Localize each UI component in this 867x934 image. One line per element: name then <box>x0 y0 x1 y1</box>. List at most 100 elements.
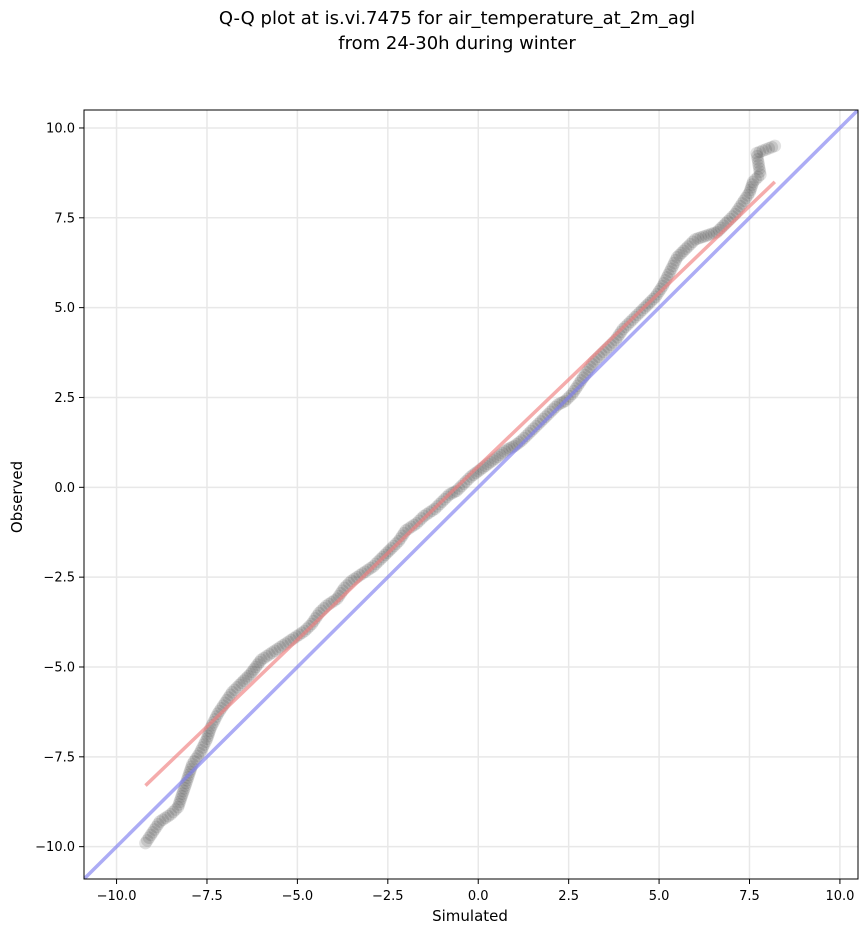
quantile-point <box>407 518 421 532</box>
quantile-point <box>751 170 765 184</box>
quantile-point <box>196 741 209 754</box>
quantile-point <box>307 614 320 628</box>
quantile-point <box>737 194 751 208</box>
quantile-point <box>612 328 626 341</box>
y-tick-label: 7.5 <box>54 211 75 226</box>
quantile-point <box>257 651 271 665</box>
quantile-point <box>245 665 259 679</box>
quantile-point <box>235 676 248 690</box>
quantile-point <box>251 658 264 671</box>
y-tick-label: 0.0 <box>54 481 75 496</box>
y-tick-label: 10.0 <box>46 121 75 136</box>
quantile-point <box>759 143 773 156</box>
quantile-point <box>551 398 565 411</box>
quantile-point <box>663 265 677 279</box>
quantile-point <box>175 790 188 803</box>
quantile-point <box>753 165 767 178</box>
quantile-point <box>159 811 172 825</box>
quantile-point <box>541 407 555 421</box>
y-tick-label: −10.0 <box>35 840 75 855</box>
chart-title: Q-Q plot at is.vi.7475 for air_temperatu… <box>219 8 695 29</box>
quantile-point <box>753 145 767 159</box>
quantile-point <box>464 470 478 483</box>
quantile-point <box>140 834 154 847</box>
quantile-point <box>174 792 188 806</box>
quantile-point <box>467 468 480 482</box>
quantile-point <box>146 825 160 839</box>
quantile-point <box>571 379 584 393</box>
y-axis-label: Observed <box>8 461 26 533</box>
quantile-point <box>164 808 178 821</box>
quantile-point <box>665 262 678 276</box>
x-tick-label: 5.0 <box>649 889 670 904</box>
quantile-point <box>691 232 705 245</box>
quantile-point <box>273 640 287 654</box>
x-tick-label: 10.0 <box>825 889 854 904</box>
quantile-point <box>144 828 158 842</box>
quantile-point <box>265 646 279 659</box>
quantile-point <box>675 246 688 260</box>
x-tick-label: 2.5 <box>558 889 579 904</box>
quantile-point <box>679 242 693 256</box>
grid-lines <box>84 110 858 879</box>
quantile-point <box>459 475 473 488</box>
quantile-point <box>750 149 764 163</box>
quantile-point <box>171 800 185 814</box>
quantile-point <box>452 482 466 495</box>
y-axis: −10.0 −7.5 −5.0 −2.5 0.0 2.5 5.0 7.5 10.0 <box>35 121 84 855</box>
quantile-point <box>142 831 156 844</box>
quantile-point <box>656 279 669 293</box>
quantile-point <box>263 648 276 661</box>
quantile-point <box>667 256 681 270</box>
quantile-point <box>745 180 758 194</box>
quantile-point <box>241 670 255 683</box>
quantile-point <box>244 667 257 681</box>
quantile-point <box>249 660 263 674</box>
quantile-point <box>271 642 284 656</box>
y-tick-label: −7.5 <box>43 750 75 765</box>
quantile-point <box>201 729 215 743</box>
quantile-point <box>213 704 226 718</box>
quantile-point <box>735 197 749 210</box>
quantile-point <box>193 746 207 760</box>
data-marks <box>84 110 858 879</box>
quantile-point <box>230 681 244 694</box>
quantile-point <box>688 233 702 246</box>
quantile-point <box>500 443 514 456</box>
quantile-point <box>681 240 695 253</box>
quantile-point <box>491 450 504 464</box>
x-axis-label: Simulated <box>432 907 508 925</box>
quantile-point <box>184 763 197 776</box>
quantile-point <box>228 683 242 697</box>
quantile-point <box>292 628 306 641</box>
quantile-point <box>447 485 461 499</box>
x-tick-label: −2.5 <box>372 889 404 904</box>
quantile-point <box>677 244 690 258</box>
quantile-point <box>239 672 253 685</box>
quantile-point <box>765 140 779 154</box>
quantile-point <box>527 422 540 435</box>
quantile-point <box>515 434 528 447</box>
quantile-point <box>462 472 475 486</box>
quantile-point <box>450 484 463 498</box>
quantile-point <box>744 183 757 197</box>
x-tick-label: −10.0 <box>97 889 137 904</box>
quantile-point <box>151 817 165 831</box>
quantile-point <box>358 565 372 579</box>
y-tick-label: 5.0 <box>54 301 75 316</box>
quantile-point <box>754 168 767 181</box>
identity-line <box>84 110 858 879</box>
quantile-point <box>205 718 219 732</box>
quantile-point <box>178 781 191 795</box>
quantile-point <box>686 235 700 249</box>
quantile-point <box>176 787 189 800</box>
quantile-point <box>669 253 683 267</box>
plot-area <box>83 109 859 880</box>
quantile-point <box>670 251 684 264</box>
quantile-point <box>457 477 471 491</box>
quantile-point <box>156 813 169 827</box>
quantile-point <box>260 649 273 663</box>
quantile-point <box>751 152 765 166</box>
quantile-point <box>268 644 282 658</box>
